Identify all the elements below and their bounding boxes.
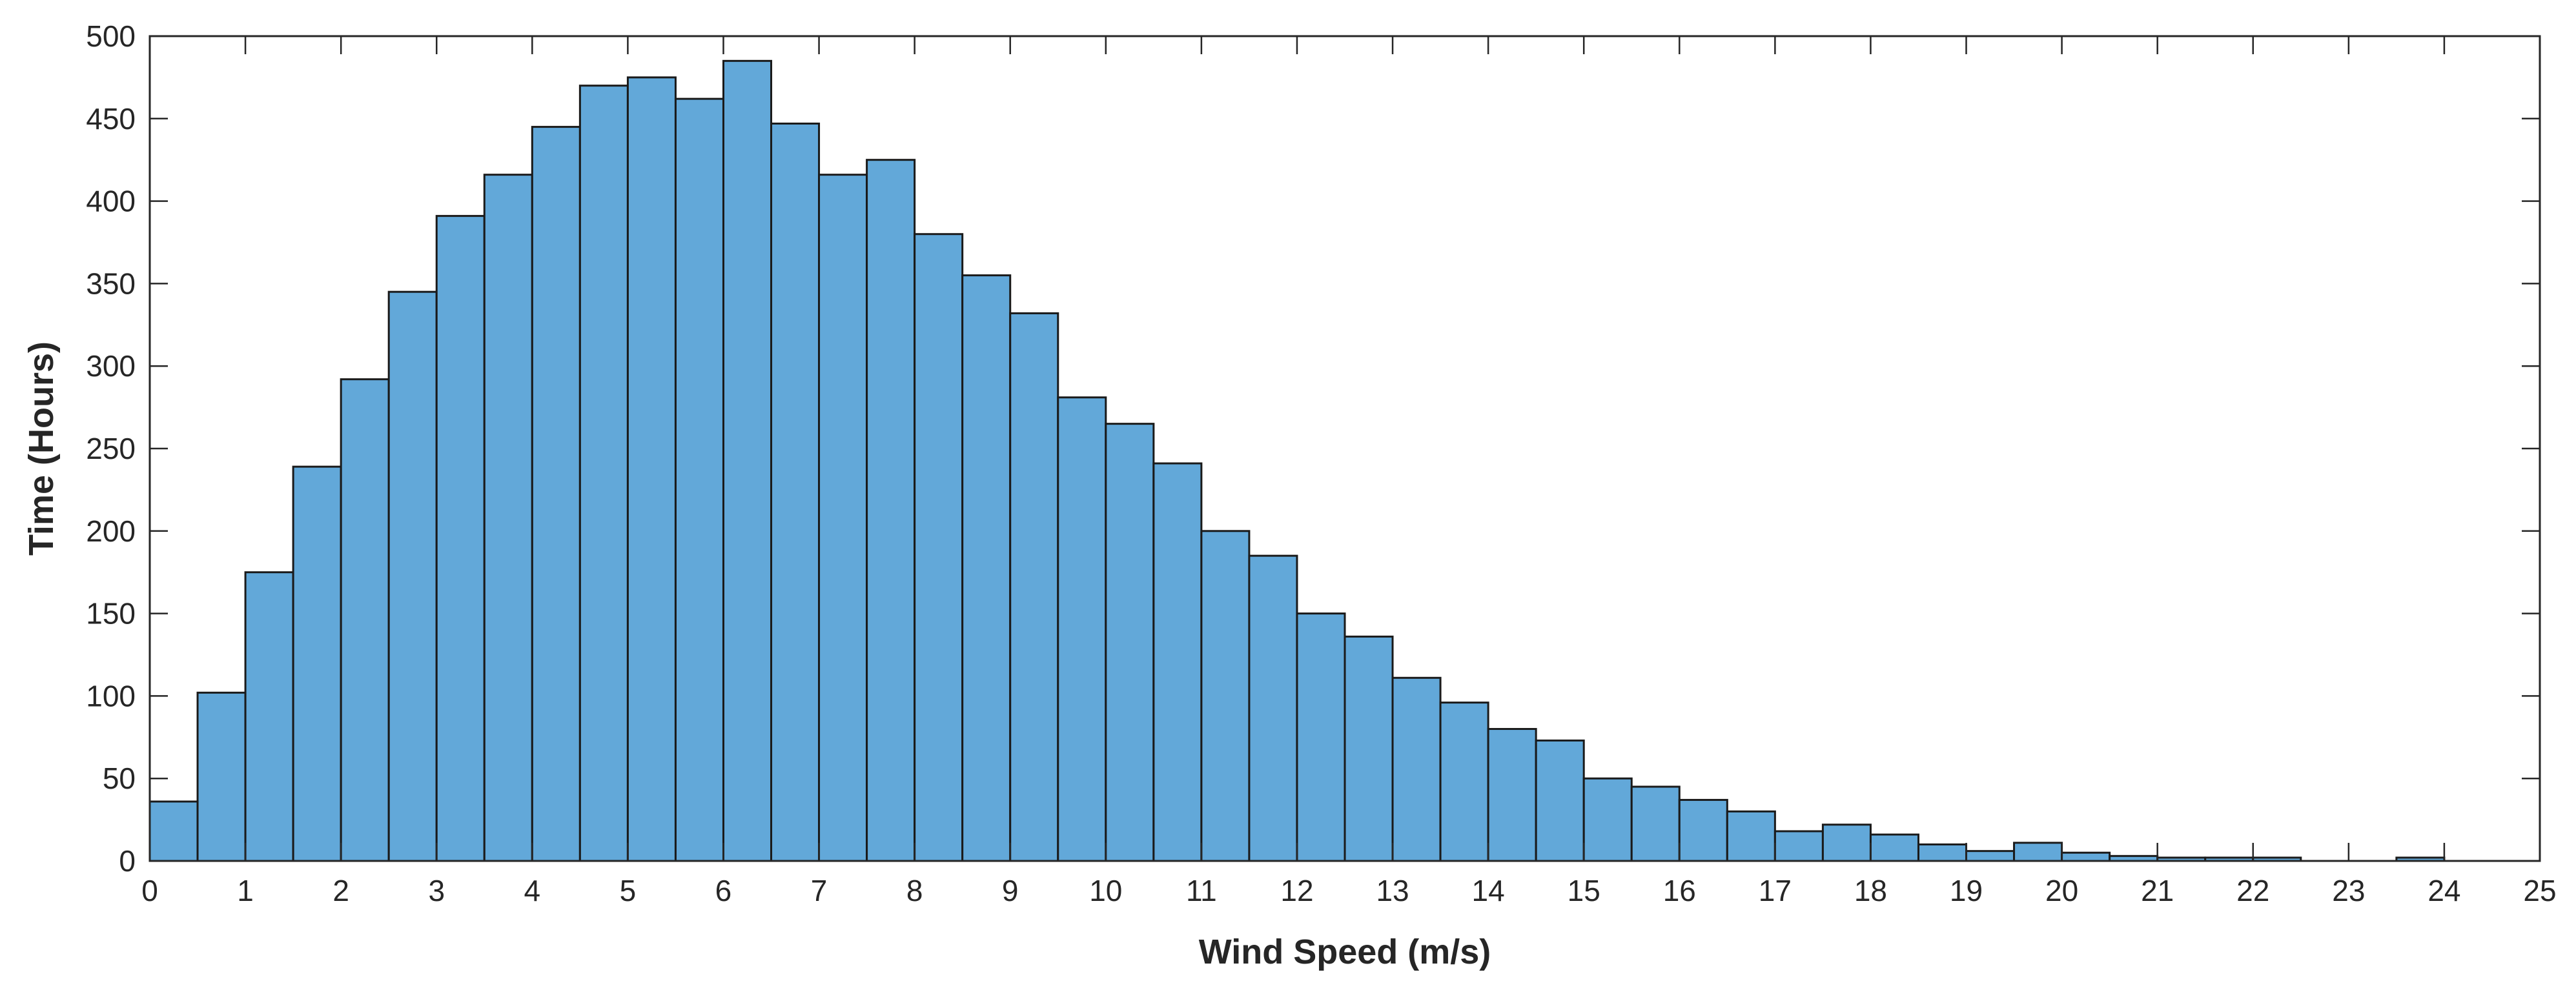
histogram-bar bbox=[1296, 612, 1346, 862]
histogram-bar bbox=[387, 290, 438, 862]
histogram-bar bbox=[578, 85, 629, 862]
histogram-bar bbox=[1057, 396, 1107, 862]
x-tick-label: 11 bbox=[1186, 874, 1217, 907]
histogram-bar bbox=[770, 122, 821, 862]
x-tick-label: 23 bbox=[2332, 874, 2365, 907]
histogram-bar bbox=[435, 215, 486, 862]
histogram-bar bbox=[1391, 676, 1442, 862]
histogram-bar bbox=[1487, 728, 1537, 862]
x-tick-label: 3 bbox=[428, 874, 445, 907]
histogram-bar bbox=[2013, 842, 2063, 862]
histogram-bar bbox=[1630, 785, 1681, 862]
x-tick-label: 10 bbox=[1089, 874, 1122, 907]
x-tick-label: 5 bbox=[620, 874, 637, 907]
y-tick-label: 200 bbox=[86, 514, 136, 548]
bars bbox=[148, 59, 2446, 862]
histogram-bar bbox=[1344, 635, 1394, 862]
x-tick-label: 24 bbox=[2428, 874, 2460, 907]
x-tick-label: 4 bbox=[524, 874, 541, 907]
histogram-bar bbox=[1869, 833, 1919, 862]
y-tick-label: 450 bbox=[86, 102, 136, 136]
histogram-bar bbox=[531, 126, 581, 862]
histogram-bar bbox=[1200, 530, 1251, 862]
x-tick-label: 18 bbox=[1854, 874, 1887, 907]
y-tick-label: 300 bbox=[86, 349, 136, 383]
y-tick-label: 100 bbox=[86, 679, 136, 712]
x-tick-label: 7 bbox=[811, 874, 828, 907]
histogram-bar bbox=[1582, 777, 1633, 862]
histogram-bar bbox=[244, 571, 294, 862]
histogram-bar bbox=[818, 174, 868, 862]
histogram-bar bbox=[722, 59, 773, 862]
x-tick-label: 8 bbox=[906, 874, 923, 907]
y-tick-label: 150 bbox=[86, 597, 136, 631]
histogram-bar bbox=[1535, 739, 1585, 862]
x-tick-label: 2 bbox=[332, 874, 349, 907]
x-tick-label: 25 bbox=[2523, 874, 2556, 907]
histogram-bar bbox=[1248, 554, 1298, 862]
x-tick-label: 17 bbox=[1759, 874, 1792, 907]
histogram-bar bbox=[340, 378, 390, 862]
histogram-bar bbox=[1105, 423, 1155, 862]
y-tick-label: 400 bbox=[86, 185, 136, 218]
x-tick-label: 6 bbox=[715, 874, 732, 907]
histogram-bar bbox=[961, 274, 1012, 862]
axes: 0 1 2 3 4 5 6 7 8 9 10 11 12 13 14 15 16 17 18 19 20 21 22 23 24… bbox=[86, 19, 2556, 907]
axes-box bbox=[148, 35, 2541, 862]
x-tick-label: 16 bbox=[1663, 874, 1696, 907]
y-tick-label: 350 bbox=[86, 267, 136, 300]
x-tick-label: 13 bbox=[1376, 874, 1409, 907]
histogram-bar bbox=[626, 76, 677, 862]
histogram-bar bbox=[148, 800, 199, 862]
y-axis-title: Time (Hours) bbox=[22, 341, 61, 556]
histogram-bar bbox=[292, 465, 342, 862]
x-tick-label: 20 bbox=[2045, 874, 2078, 907]
histogram-bar bbox=[674, 97, 724, 862]
y-tick-label: 500 bbox=[86, 19, 136, 53]
y-tick-label: 250 bbox=[86, 432, 136, 465]
histogram-bar bbox=[1009, 312, 1059, 862]
x-tick-label: 19 bbox=[1950, 874, 1983, 907]
histogram-bar bbox=[1965, 850, 2016, 862]
histogram-bar bbox=[1821, 823, 1872, 862]
y-tick-label: 50 bbox=[103, 762, 136, 795]
histogram-bar bbox=[1726, 810, 1776, 862]
x-tick-label: 0 bbox=[141, 874, 158, 907]
x-tick-label: 1 bbox=[237, 874, 254, 907]
x-tick-label: 21 bbox=[2141, 874, 2174, 907]
x-tick-label: 15 bbox=[1568, 874, 1600, 907]
histogram-bar bbox=[1917, 843, 1968, 862]
histogram-bar bbox=[1439, 702, 1489, 862]
histogram-bar bbox=[1678, 798, 1728, 862]
y-tick-label: 0 bbox=[119, 844, 136, 878]
x-tick-label: 22 bbox=[2236, 874, 2269, 907]
x-tick-label: 9 bbox=[1002, 874, 1019, 907]
histogram-bar bbox=[2061, 851, 2111, 862]
histogram-bar bbox=[1152, 462, 1203, 862]
histogram-bar bbox=[483, 174, 533, 862]
x-tick-label: 14 bbox=[1472, 874, 1505, 907]
x-tick-label: 12 bbox=[1280, 874, 1313, 907]
x-axis-title: Wind Speed (m/s) bbox=[1199, 933, 1491, 971]
histogram-bar bbox=[1774, 830, 1824, 862]
histogram-bar bbox=[866, 159, 916, 862]
histogram-bar bbox=[196, 691, 247, 862]
histogram-bar bbox=[914, 233, 964, 862]
